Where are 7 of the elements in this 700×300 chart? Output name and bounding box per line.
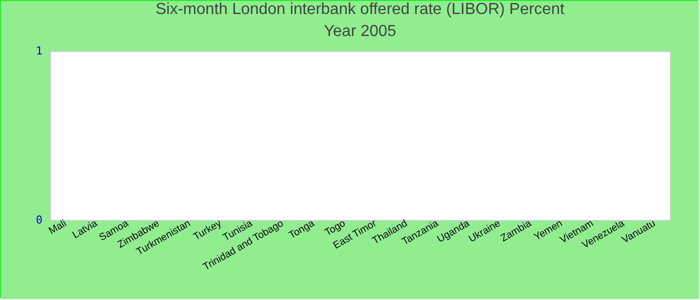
x-tick-label: Tonga [287,218,317,242]
x-tick-label: Latvia [70,218,100,242]
chart-subtitle: Year 2005 [324,23,396,40]
x-tick-label: Mali [47,218,68,237]
y-tick-label: 1 [36,44,42,58]
y-tick-label: 0 [36,214,42,226]
chart-title: Six-month London interbank offered rate (LIBOR) Percent [156,1,565,18]
